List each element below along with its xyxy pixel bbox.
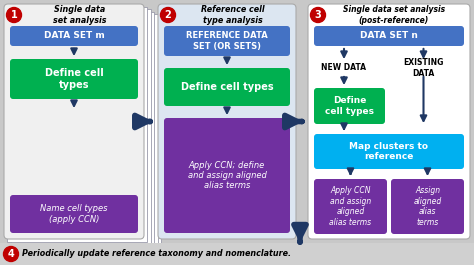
Text: Define cell types: Define cell types (181, 82, 273, 92)
Circle shape (161, 7, 175, 23)
Text: 1: 1 (10, 10, 18, 20)
Circle shape (310, 7, 326, 23)
FancyBboxPatch shape (314, 134, 464, 169)
FancyBboxPatch shape (164, 26, 290, 56)
Circle shape (3, 246, 18, 262)
FancyBboxPatch shape (314, 179, 387, 234)
Text: Single data set analysis
(post-reference): Single data set analysis (post-reference… (343, 5, 445, 25)
FancyBboxPatch shape (164, 68, 290, 106)
Text: Assign
aligned
alias
terms: Assign aligned alias terms (413, 186, 442, 227)
Text: Apply CCN; define
and assign aligned
alias terms: Apply CCN; define and assign aligned ali… (188, 161, 266, 190)
FancyBboxPatch shape (308, 4, 470, 239)
Text: Define
cell types: Define cell types (325, 96, 374, 116)
Text: 3: 3 (315, 10, 321, 20)
Text: Apply CCN
and assign
aligned
alias terms: Apply CCN and assign aligned alias terms (329, 186, 372, 227)
Text: DATA SET n: DATA SET n (360, 32, 418, 41)
Text: 4: 4 (8, 249, 14, 259)
FancyBboxPatch shape (314, 88, 385, 124)
Text: DATA SET m: DATA SET m (44, 32, 104, 41)
FancyBboxPatch shape (158, 4, 296, 239)
Bar (18, 14, 158, 249)
FancyBboxPatch shape (10, 59, 138, 99)
Text: REFERENCE DATA
SET (OR SETS): REFERENCE DATA SET (OR SETS) (186, 31, 268, 51)
Text: Name cell types
(apply CCN): Name cell types (apply CCN) (40, 204, 108, 224)
Text: 2: 2 (164, 10, 172, 20)
Bar (21, 16, 162, 251)
Text: Define cell
types: Define cell types (45, 68, 103, 90)
Bar (11, 9, 151, 244)
FancyBboxPatch shape (391, 179, 464, 234)
Text: Periodically update reference taxonomy and nomenclature.: Periodically update reference taxonomy a… (22, 250, 291, 258)
Text: Map clusters to
reference: Map clusters to reference (349, 142, 428, 161)
Bar (15, 11, 155, 246)
Bar (8, 7, 147, 241)
Text: Single data
set analysis: Single data set analysis (53, 5, 107, 25)
Bar (0, 243, 474, 265)
FancyBboxPatch shape (4, 4, 144, 239)
Circle shape (7, 7, 21, 23)
FancyBboxPatch shape (164, 118, 290, 233)
Text: Reference cell
type analysis: Reference cell type analysis (201, 5, 265, 25)
FancyBboxPatch shape (10, 195, 138, 233)
FancyBboxPatch shape (314, 26, 464, 46)
FancyBboxPatch shape (10, 26, 138, 46)
Text: NEW DATA: NEW DATA (321, 64, 366, 73)
Text: EXISTING
DATA: EXISTING DATA (403, 58, 444, 78)
